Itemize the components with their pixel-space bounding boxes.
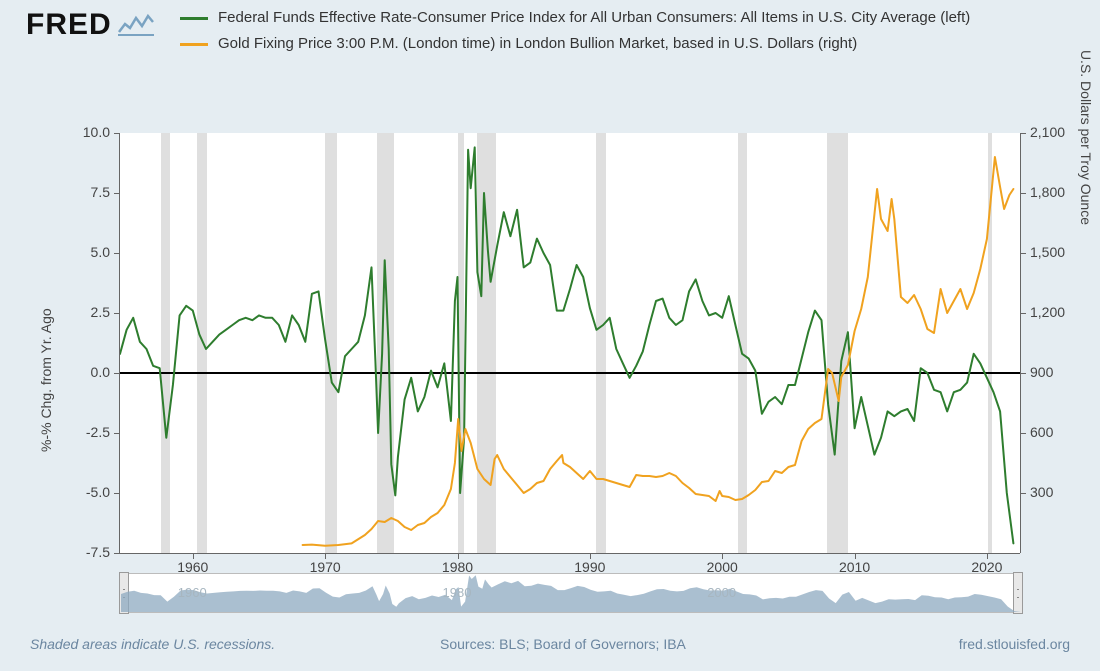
left-tick-label: -7.5 — [86, 544, 110, 560]
right-tick-label: 1,500 — [1030, 244, 1065, 260]
x-tick-label: 1980 — [438, 559, 478, 575]
x-tick-label: 2000 — [702, 559, 742, 575]
x-tick-label: 1990 — [570, 559, 610, 575]
x-tick-label: 2020 — [967, 559, 1007, 575]
left-tick-label: 0.0 — [91, 364, 110, 380]
recession-note: Shaded areas indicate U.S. recessions. — [30, 636, 275, 652]
right-tick-label: 600 — [1030, 424, 1053, 440]
header: FRED — [26, 10, 154, 40]
range-year-label: 2000 — [707, 585, 736, 600]
sources-label: Sources: BLS; Board of Governors; IBA — [440, 636, 686, 652]
right-tick-label: 300 — [1030, 484, 1053, 500]
legend: Federal Funds Effective Rate-Consumer Pr… — [180, 8, 1070, 61]
legend-label-fedfunds: Federal Funds Effective Rate-Consumer Pr… — [218, 8, 970, 28]
right-tick-label: 2,100 — [1030, 124, 1065, 140]
legend-label-gold: Gold Fixing Price 3:00 P.M. (London time… — [218, 34, 857, 54]
fred-logo-icon — [118, 10, 154, 38]
left-tick-label: -5.0 — [86, 484, 110, 500]
legend-item-gold: Gold Fixing Price 3:00 P.M. (London time… — [180, 34, 1070, 54]
left-tick-label: 7.5 — [91, 184, 110, 200]
right-tick-label: 1,200 — [1030, 304, 1065, 320]
range-year-label: 1980 — [443, 585, 472, 600]
left-axis-label: %-% Chg. from Yr. Ago — [38, 308, 54, 452]
chart-plot-area[interactable] — [120, 133, 1020, 553]
left-tick-label: 2.5 — [91, 304, 110, 320]
x-tick-label: 2010 — [835, 559, 875, 575]
left-tick-label: 5.0 — [91, 244, 110, 260]
x-tick-label: 1970 — [305, 559, 345, 575]
x-tick-label: 1960 — [173, 559, 213, 575]
fred-chart-frame: FRED Federal Funds Effective Rate-Consum… — [0, 0, 1100, 671]
range-year-label: 1960 — [178, 585, 207, 600]
time-range-selector[interactable]: 1960 1980 2000 — [120, 573, 1022, 613]
site-label: fred.stlouisfed.org — [959, 636, 1070, 652]
right-tick-label: 900 — [1030, 364, 1053, 380]
right-axis-label: U.S. Dollars per Troy Ounce — [1078, 50, 1094, 225]
right-tick-label: 1,800 — [1030, 184, 1065, 200]
legend-swatch-fedfunds — [180, 17, 208, 20]
left-tick-label: -2.5 — [86, 424, 110, 440]
legend-item-fedfunds: Federal Funds Effective Rate-Consumer Pr… — [180, 8, 1070, 28]
fred-logo-text: FRED — [26, 10, 112, 40]
legend-swatch-gold — [180, 43, 208, 46]
left-tick-label: 10.0 — [83, 124, 110, 140]
